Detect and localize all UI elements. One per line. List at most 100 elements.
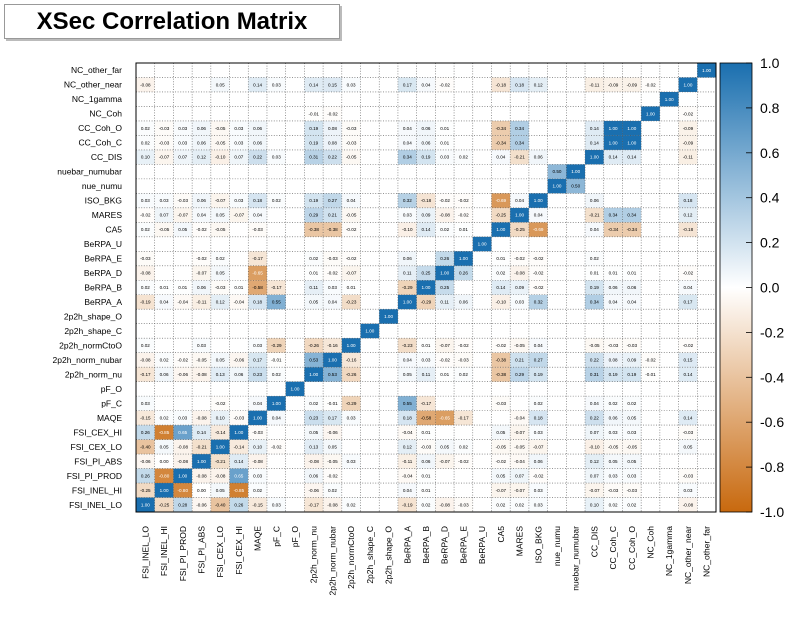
matrix-cell — [603, 425, 623, 440]
matrix-cell — [210, 120, 230, 136]
cell-value-label: -0.08 — [439, 213, 450, 218]
matrix-cell — [304, 207, 324, 223]
matrix-cell — [248, 352, 267, 368]
cell-value-label: -0.02 — [458, 198, 469, 203]
matrix-cell — [154, 149, 174, 165]
cell-value-label: 0.06 — [197, 198, 206, 203]
matrix-cell — [304, 120, 324, 136]
y-tick-label: MAQE — [97, 413, 122, 423]
cell-value-label: -0.23 — [402, 343, 413, 348]
cell-value-label: -0.03 — [496, 401, 507, 406]
cell-value-label: 0.13 — [216, 372, 225, 377]
y-tick-label: 2p2h_normCtoO — [59, 340, 122, 350]
matrix-cell — [210, 222, 230, 237]
matrix-cell — [173, 207, 193, 223]
cell-value-label: -0.03 — [608, 343, 619, 348]
matrix-cell — [304, 338, 324, 353]
matrix-cell — [154, 439, 174, 455]
colorbar-tick-label: 0.0 — [760, 280, 780, 296]
matrix-cell — [304, 454, 324, 469]
cell-value-label: 0.04 — [160, 300, 169, 305]
cell-value-label: 0.26 — [141, 473, 150, 478]
y-tick-label: CC_Coh_O — [78, 123, 122, 133]
matrix-cell — [210, 468, 230, 484]
cell-value-label: 0.02 — [534, 401, 543, 406]
cell-value-label: -0.08 — [178, 444, 189, 449]
matrix-cell — [416, 352, 436, 368]
cell-value-label: -0.25 — [514, 227, 525, 232]
cell-value-label: 0.09 — [422, 213, 431, 218]
cell-value-label: 0.01 — [178, 285, 187, 290]
cell-value-label: 0.27 — [534, 358, 543, 363]
cell-value-label: 0.04 — [590, 227, 599, 232]
cell-value-label: 0.05 — [216, 358, 225, 363]
cell-value-label: 0.04 — [422, 82, 431, 87]
cell-value-label: 0.11 — [403, 271, 412, 276]
matrix-cell — [585, 352, 604, 368]
matrix-cell — [136, 396, 155, 411]
cell-value-label: 0.21 — [328, 213, 337, 218]
matrix-cell — [678, 193, 698, 208]
cell-value-label: 0.05 — [160, 444, 169, 449]
cell-value-label: -0.05 — [346, 213, 357, 218]
cell-value-label: 1.00 — [178, 473, 187, 478]
cell-value-label: -0.08 — [196, 473, 207, 478]
matrix-cell — [323, 120, 342, 136]
cell-value-label: 0.09 — [627, 358, 636, 363]
chart-title: XSec Correlation Matrix — [36, 7, 308, 35]
matrix-cell — [341, 207, 361, 223]
matrix-cell — [229, 425, 249, 440]
matrix-cell — [416, 294, 436, 310]
matrix-cell — [585, 425, 604, 440]
cell-value-label: 0.06 — [309, 473, 318, 478]
cell-value-label: 0.04 — [272, 415, 281, 420]
cell-value-label: 0.03 — [347, 415, 356, 420]
matrix-cell — [585, 265, 604, 281]
matrix-cell — [435, 222, 455, 237]
matrix-cell — [454, 367, 473, 382]
cell-value-label: 1.00 — [440, 271, 449, 276]
cell-value-label: 1.00 — [627, 140, 636, 145]
matrix-cell — [678, 120, 698, 136]
cell-value-label: 0.05 — [216, 488, 225, 493]
cell-value-label: 1.00 — [609, 140, 618, 145]
cell-value-label: -0.07 — [234, 213, 245, 218]
matrix-cell — [416, 410, 436, 426]
cell-value-label: -0.25 — [140, 488, 151, 493]
cell-value-label: -0.69 — [533, 227, 544, 232]
matrix-cell — [510, 149, 529, 165]
matrix-cell — [678, 106, 698, 121]
cell-value-label: 0.14 — [253, 82, 262, 87]
cell-value-label: 0.19 — [609, 372, 618, 377]
cell-value-label: 0.03 — [347, 459, 356, 464]
cell-value-label: 0.12 — [534, 82, 543, 87]
matrix-cell — [585, 454, 604, 469]
cell-value-label: 1.00 — [627, 126, 636, 131]
x-tick-label: CA5 — [496, 526, 506, 543]
cell-value-label: -0.05 — [159, 227, 170, 232]
matrix-cell — [323, 352, 342, 368]
matrix-cell — [435, 338, 455, 353]
cell-value-label: -0.17 — [271, 285, 282, 290]
cell-value-label: -0.03 — [683, 430, 694, 435]
cell-value-label: 1.00 — [683, 82, 692, 87]
matrix-cell — [323, 193, 342, 208]
matrix-cell — [210, 135, 230, 150]
matrix-cell — [603, 396, 623, 411]
matrix-cell — [341, 222, 361, 237]
cell-value-label: 0.02 — [440, 227, 449, 232]
matrix-cell — [210, 425, 230, 440]
matrix-cell — [323, 222, 342, 237]
cell-value-label: -0.03 — [458, 358, 469, 363]
cell-value-label: -0.38 — [327, 227, 338, 232]
y-tick-label: ISO_BKG — [85, 196, 122, 206]
matrix-cell — [528, 251, 548, 266]
cell-value-label: -0.38 — [496, 358, 507, 363]
matrix-cell — [491, 294, 511, 310]
cell-value-label: -0.03 — [215, 285, 226, 290]
matrix-cell — [585, 135, 604, 150]
matrix-cell — [622, 222, 642, 237]
matrix-cell — [210, 483, 230, 498]
matrix-cell — [472, 236, 492, 252]
cell-value-label: -0.58 — [252, 285, 263, 290]
